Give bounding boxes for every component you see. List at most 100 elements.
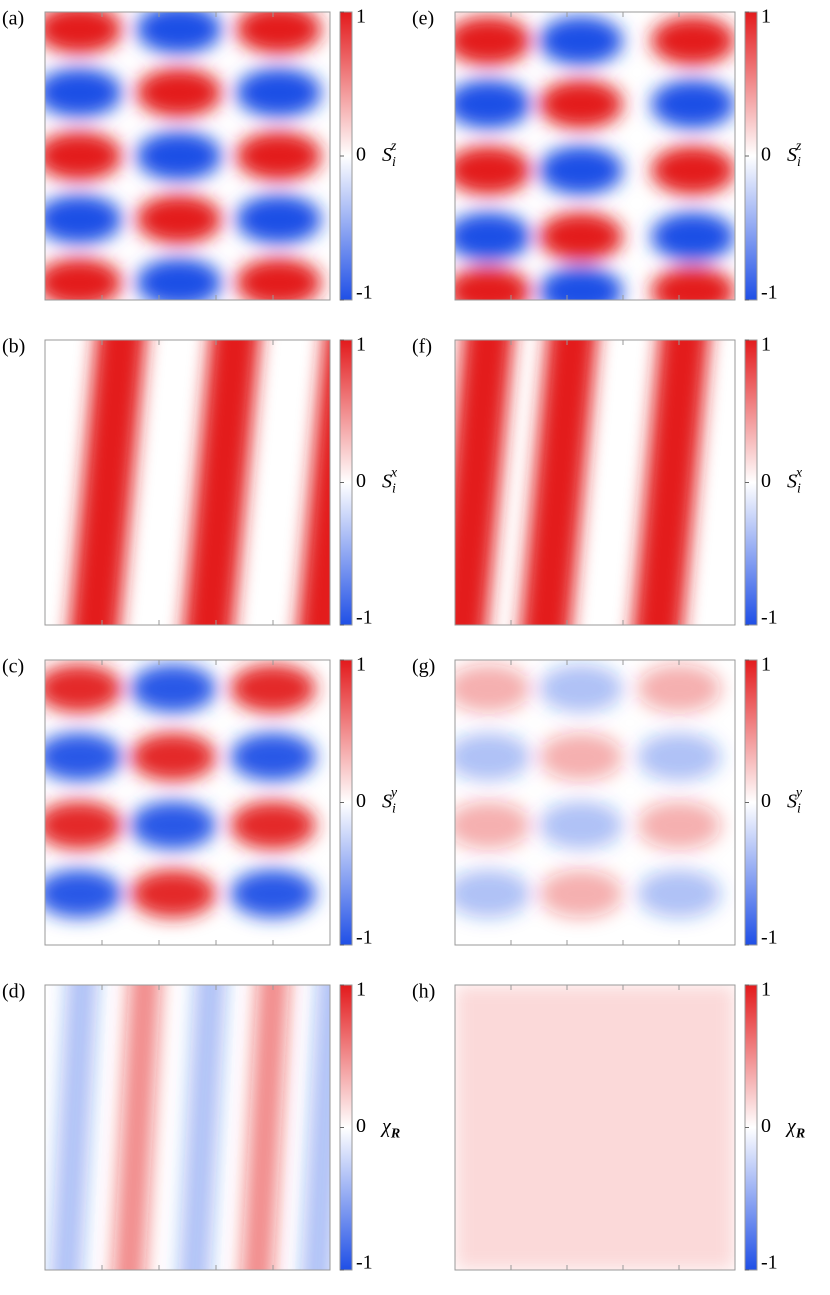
heatmap [455, 340, 710, 625]
domain [637, 801, 721, 850]
plot-frame [44, 11, 331, 301]
domain [136, 12, 222, 54]
panel-label: (f) [412, 336, 432, 358]
panel: (g) -1 0 1 Siy [412, 654, 803, 949]
domain [235, 68, 322, 118]
stripe [297, 340, 330, 625]
colorbar-tick-label: 0 [356, 1115, 366, 1137]
domain [539, 801, 623, 850]
domain [455, 16, 531, 66]
heatmap [455, 16, 735, 300]
plot-frame [454, 11, 736, 301]
heatmap-blur [69, 340, 330, 625]
domain [539, 16, 623, 66]
panel: (h) -1 0 1 χR [412, 979, 805, 1274]
stripe [50, 985, 99, 1270]
symbol: S [787, 470, 797, 492]
domain [455, 212, 531, 262]
domain [651, 212, 735, 262]
domain [45, 194, 122, 244]
subscript: i [797, 802, 801, 817]
stripe [69, 340, 146, 625]
domain [539, 869, 623, 918]
subscript: i [392, 155, 396, 170]
subscript: R [390, 1127, 400, 1142]
colorbar-tick-label: -1 [761, 282, 778, 304]
heatmap [455, 985, 735, 1270]
subscript: R [795, 1127, 805, 1142]
domain [230, 869, 316, 918]
colorbar-tick-label: 1 [761, 6, 771, 28]
domain [45, 869, 122, 918]
subscript: i [392, 482, 396, 497]
superscript: x [795, 466, 803, 481]
symbol: S [382, 790, 392, 812]
subscript: i [797, 482, 801, 497]
domain [130, 732, 216, 782]
domain [136, 68, 222, 118]
colorbar-label: Siz [787, 139, 802, 170]
domain [637, 664, 721, 713]
colorbar-tick-label: 1 [761, 979, 771, 1001]
symbol: S [382, 470, 392, 492]
panel-label: (h) [412, 981, 435, 1003]
plot-frame [44, 984, 331, 1271]
heatmap-blur [455, 340, 710, 625]
domain [45, 664, 122, 713]
stripe [520, 340, 598, 625]
panel: (d) -1 0 1 χR [2, 979, 400, 1274]
domain [235, 258, 322, 300]
domain [45, 801, 122, 850]
heatmap [50, 985, 330, 1270]
superscript: y [794, 786, 803, 801]
subscript: i [797, 155, 801, 170]
heatmap-blur [455, 664, 721, 918]
domain [230, 801, 316, 850]
domain [45, 12, 122, 54]
domain [45, 68, 122, 118]
domain [455, 79, 531, 129]
domain [651, 79, 735, 129]
colorbar-tick-label: -1 [356, 607, 373, 629]
stripe [301, 985, 330, 1270]
colorbar-tick-label: 1 [761, 654, 771, 676]
symbol: S [787, 790, 797, 812]
colorbar-tick-label: 1 [356, 334, 366, 356]
heatmap-blur [45, 664, 316, 918]
panel: (e) -1 0 1 Siz [412, 6, 802, 304]
domain [230, 732, 316, 782]
superscript: z [390, 139, 397, 154]
domain [455, 801, 531, 850]
heatmap-blur [455, 985, 735, 1270]
domain [136, 258, 222, 300]
heatmap-blur [50, 985, 330, 1270]
panel: (b) -1 0 1 Six [2, 334, 398, 629]
colorbar-tick-label: -1 [761, 927, 778, 949]
symbol: S [382, 144, 392, 166]
domain [130, 801, 216, 850]
colorbar-label: χR [380, 1115, 400, 1142]
heatmap-blur [45, 12, 322, 300]
colorbar-tick-label: -1 [761, 607, 778, 629]
domain [130, 664, 216, 713]
panel-label: (e) [412, 8, 434, 30]
colorbar-tick-label: -1 [356, 282, 373, 304]
superscript: x [390, 466, 398, 481]
domain [637, 869, 721, 918]
heatmap [69, 340, 330, 625]
symbol: χ [785, 1115, 797, 1137]
domain [136, 194, 222, 244]
domain [539, 732, 623, 782]
domain [235, 131, 322, 181]
domain [539, 79, 623, 129]
stripe [183, 340, 260, 625]
heatmap-blur [455, 16, 735, 300]
colorbar-label: χR [785, 1115, 805, 1142]
domain [45, 131, 122, 181]
colorbar-tick-label: 0 [356, 790, 366, 812]
plot-frame [454, 339, 736, 626]
stripe [178, 985, 227, 1270]
plot-frame [44, 339, 331, 626]
domain [539, 145, 623, 195]
